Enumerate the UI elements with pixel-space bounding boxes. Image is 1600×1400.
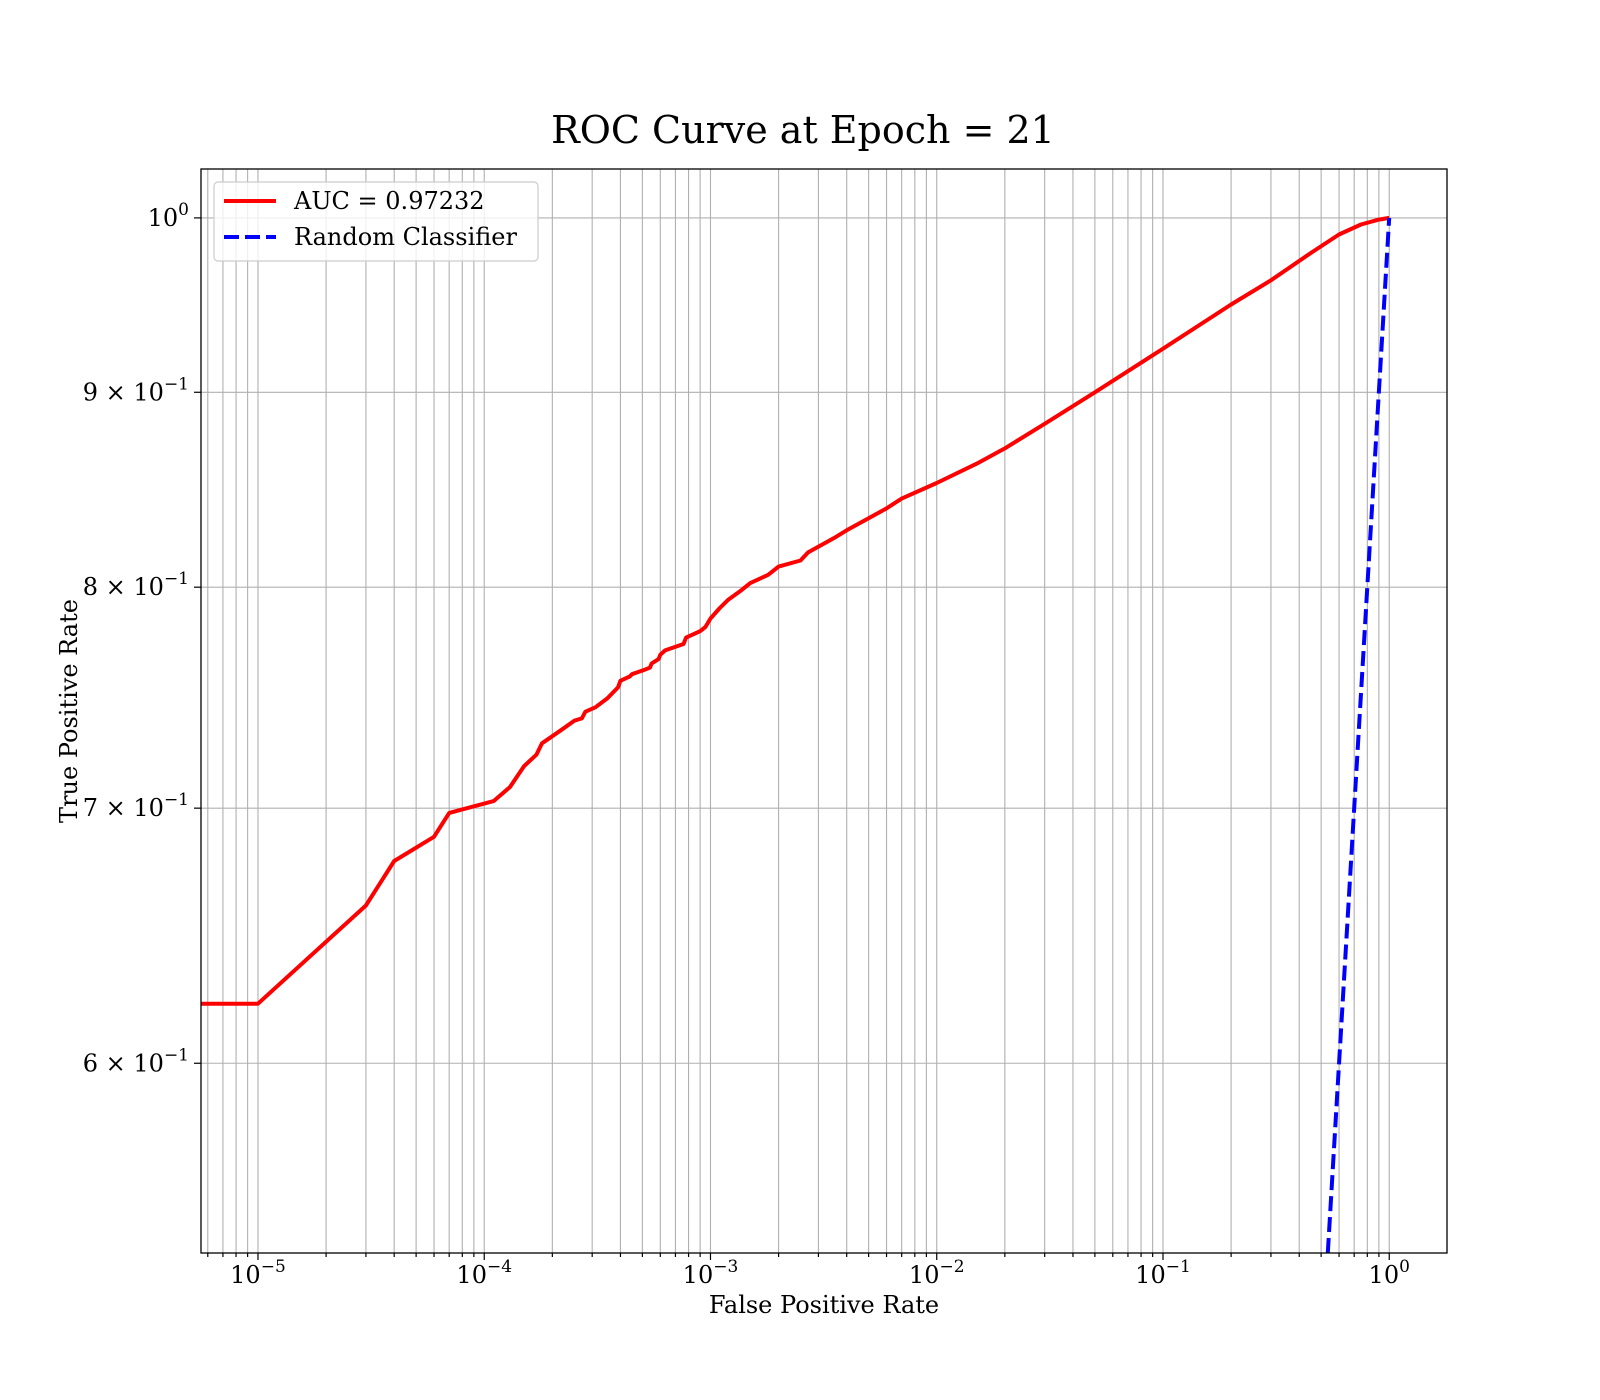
grid (201, 169, 1447, 1253)
plot-frame (200, 168, 1448, 1254)
x-tick-label: 10−5 (230, 1257, 286, 1289)
y-tick-label: 6 × 10−1 (83, 1045, 189, 1077)
y-tick-label: 8 × 10−1 (83, 569, 189, 601)
chart-title: ROC Curve at Epoch = 21 (551, 108, 1055, 152)
y-axis-label: True Positive Rate (55, 599, 83, 823)
y-tick-label: 7 × 10−1 (83, 790, 189, 822)
y-tick-label: 100 (148, 200, 189, 232)
legend-box (213, 181, 539, 262)
legend-entry-auc: AUC = 0.97232 (293, 187, 485, 215)
legend-entry-random-classifier: Random Classifier (294, 223, 517, 251)
auc-roc-curve (201, 215, 1390, 1006)
random-classifier-line (1325, 217, 1392, 1253)
x-axis-label: False Positive Rate (709, 1291, 939, 1319)
x-tick-label: 10−1 (1135, 1257, 1191, 1289)
y-axis-ticks: 6 × 10−1 7 × 10−1 8 × 10−1 9 × 10−1 100 (83, 200, 201, 1077)
x-axis-ticks: 10−5 10−4 10−3 10−2 10−1 100 (207, 1253, 1410, 1289)
series-layer (201, 215, 1392, 1253)
x-tick-label: 100 (1369, 1257, 1410, 1289)
x-tick-label: 10−4 (456, 1257, 512, 1289)
legend: AUC = 0.97232 Random Classifier (213, 181, 539, 262)
y-tick-label: 9 × 10−1 (83, 374, 189, 406)
x-tick-label: 10−3 (683, 1257, 739, 1289)
x-tick-label: 10−2 (909, 1257, 965, 1289)
